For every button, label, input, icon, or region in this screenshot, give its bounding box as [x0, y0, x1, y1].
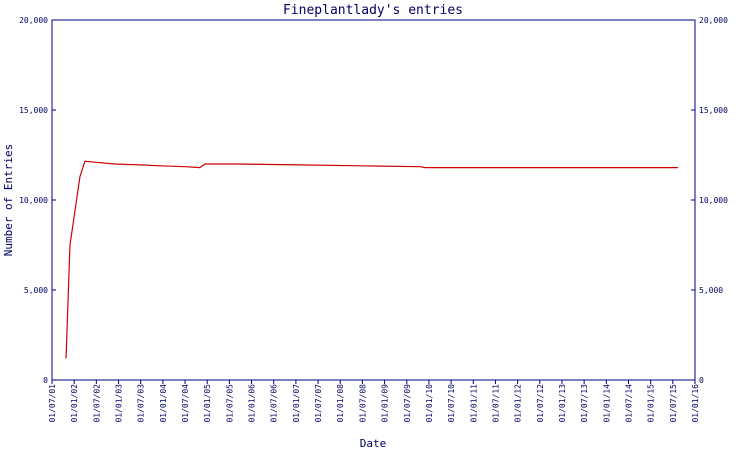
x-tick-label: 01/07/15 — [669, 384, 678, 423]
x-tick-label: 01/01/05 — [203, 384, 212, 423]
x-tick-label: 01/07/05 — [225, 384, 234, 423]
x-tick-label: 01/07/14 — [624, 384, 633, 423]
x-tick-label: 01/01/02 — [70, 384, 79, 423]
y2-tick-label: 5,000 — [699, 286, 723, 295]
x-tick-label: 01/01/08 — [336, 384, 345, 423]
y2-tick-label: 20,000 — [699, 16, 728, 25]
x-tick-label: 01/01/15 — [647, 384, 656, 423]
x-tick-label: 01/01/12 — [514, 384, 523, 423]
x-tick-label: 01/07/04 — [181, 384, 190, 423]
x-tick-label: 01/07/01 — [48, 384, 57, 423]
x-tick-label: 01/07/08 — [358, 384, 367, 423]
x-tick-label: 01/01/16 — [691, 384, 700, 423]
x-tick-label: 01/01/04 — [159, 384, 168, 423]
y-tick-label: 0 — [43, 376, 48, 385]
data-line — [65, 160, 678, 359]
x-tick-label: 01/07/03 — [137, 384, 146, 423]
x-tick-label: 01/01/13 — [558, 384, 567, 423]
y-axis-label: Number of Entries — [2, 144, 15, 257]
x-tick-label: 01/01/10 — [425, 384, 434, 423]
plot-frame — [51, 19, 696, 381]
y-tick-label: 5,000 — [24, 286, 48, 295]
x-axis-label: Date — [360, 437, 387, 450]
y-tick-label: 20,000 — [19, 16, 48, 25]
x-tick-label: 01/07/10 — [447, 384, 456, 423]
x-tick-label: 01/07/09 — [403, 384, 412, 423]
x-tick-label: 01/07/11 — [491, 384, 500, 423]
y-tick-label: 15,000 — [19, 106, 48, 115]
y-tick-label: 10,000 — [19, 196, 48, 205]
chart-title: Fineplantlady's entries — [283, 3, 463, 18]
x-tick-label: 01/07/13 — [580, 384, 589, 423]
x-tick-label: 01/01/06 — [248, 384, 257, 423]
x-tick-label: 01/07/06 — [270, 384, 279, 423]
x-tick-label: 01/01/03 — [115, 384, 124, 423]
x-tick-label: 01/07/12 — [536, 384, 545, 423]
x-tick-label: 01/01/09 — [381, 384, 390, 423]
x-tick-label: 01/01/14 — [602, 384, 611, 423]
x-tick-label: 01/01/07 — [292, 384, 301, 423]
x-tick-label: 01/07/07 — [314, 384, 323, 423]
x-tick-label: 01/01/11 — [469, 384, 478, 423]
x-tick-label: 01/07/02 — [92, 384, 101, 423]
y2-tick-label: 10,000 — [699, 196, 728, 205]
y2-tick-label: 0 — [699, 376, 704, 385]
y2-tick-label: 15,000 — [699, 106, 728, 115]
